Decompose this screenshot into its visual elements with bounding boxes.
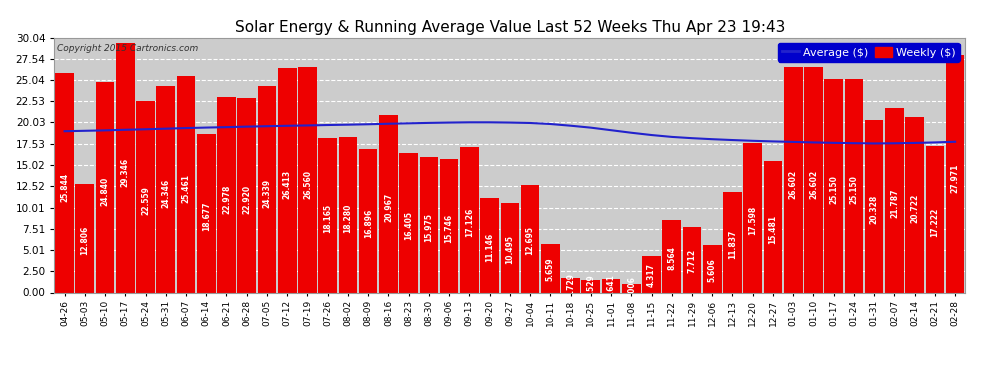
- Text: 10.495: 10.495: [505, 235, 515, 264]
- Text: 15.975: 15.975: [425, 213, 434, 242]
- Bar: [298, 67, 317, 292]
- Bar: [75, 184, 94, 292]
- Text: 24.346: 24.346: [161, 179, 170, 208]
- Text: 20.328: 20.328: [869, 195, 879, 224]
- Text: 7.712: 7.712: [687, 249, 697, 273]
- Text: 18.165: 18.165: [323, 204, 333, 233]
- Text: 22.920: 22.920: [243, 184, 251, 214]
- Bar: [55, 73, 74, 292]
- Bar: [116, 44, 135, 292]
- Text: 27.971: 27.971: [950, 164, 959, 193]
- Text: 5.606: 5.606: [708, 258, 717, 282]
- Text: 15.481: 15.481: [768, 215, 777, 244]
- Text: 26.413: 26.413: [283, 170, 292, 200]
- Bar: [743, 143, 762, 292]
- Bar: [905, 117, 924, 292]
- Text: 22.978: 22.978: [222, 184, 231, 213]
- Text: 12.806: 12.806: [80, 226, 89, 255]
- Bar: [176, 76, 195, 292]
- Text: 24.840: 24.840: [101, 177, 110, 206]
- Legend: Average ($), Weekly ($): Average ($), Weekly ($): [778, 43, 959, 62]
- Text: 26.602: 26.602: [789, 170, 798, 199]
- Text: 29.346: 29.346: [121, 158, 130, 188]
- Text: 1.529: 1.529: [586, 274, 595, 298]
- Text: 1.729: 1.729: [566, 273, 575, 297]
- Text: 4.317: 4.317: [647, 263, 656, 287]
- Text: 26.602: 26.602: [809, 170, 818, 199]
- Text: 26.560: 26.560: [303, 170, 312, 199]
- Text: 18.677: 18.677: [202, 202, 211, 231]
- Bar: [257, 86, 276, 292]
- Bar: [278, 68, 297, 292]
- Bar: [581, 279, 600, 292]
- Bar: [561, 278, 580, 292]
- Text: 20.967: 20.967: [384, 192, 393, 222]
- Text: 1.641: 1.641: [607, 274, 616, 298]
- Text: 15.746: 15.746: [445, 214, 453, 243]
- Bar: [217, 98, 236, 292]
- Text: Copyright 2015 Cartronics.com: Copyright 2015 Cartronics.com: [57, 44, 198, 53]
- Title: Solar Energy & Running Average Value Last 52 Weeks Thu Apr 23 19:43: Solar Energy & Running Average Value Las…: [235, 20, 785, 35]
- Bar: [926, 146, 944, 292]
- Text: 12.695: 12.695: [526, 226, 535, 255]
- Text: 16.896: 16.896: [363, 209, 372, 238]
- Bar: [238, 98, 256, 292]
- Bar: [339, 137, 357, 292]
- Text: 25.461: 25.461: [181, 174, 190, 203]
- Bar: [784, 67, 803, 292]
- Text: 8.564: 8.564: [667, 246, 676, 270]
- Bar: [763, 161, 782, 292]
- Bar: [358, 149, 377, 292]
- Bar: [804, 67, 823, 292]
- Bar: [420, 157, 439, 292]
- Bar: [197, 134, 216, 292]
- Text: 5.659: 5.659: [545, 258, 554, 281]
- Bar: [156, 86, 175, 292]
- Bar: [379, 114, 398, 292]
- Text: 25.150: 25.150: [830, 176, 839, 204]
- Bar: [480, 198, 499, 292]
- Text: 17.222: 17.222: [931, 208, 940, 237]
- Bar: [885, 108, 904, 292]
- Bar: [541, 244, 559, 292]
- Text: 25.150: 25.150: [849, 176, 858, 204]
- Text: 20.722: 20.722: [910, 194, 919, 223]
- Text: 11.146: 11.146: [485, 232, 494, 262]
- Bar: [319, 138, 337, 292]
- Text: 18.280: 18.280: [344, 203, 352, 233]
- Text: 25.844: 25.844: [60, 172, 69, 202]
- Bar: [521, 185, 540, 292]
- Bar: [865, 120, 883, 292]
- Text: 21.787: 21.787: [890, 189, 899, 219]
- Text: 11.837: 11.837: [728, 230, 737, 259]
- Bar: [440, 159, 458, 292]
- Text: 16.405: 16.405: [404, 211, 413, 240]
- Bar: [662, 220, 681, 292]
- Bar: [622, 284, 641, 292]
- Text: 24.339: 24.339: [262, 179, 271, 208]
- Bar: [844, 79, 863, 292]
- Text: 17.126: 17.126: [465, 208, 474, 237]
- Bar: [643, 256, 661, 292]
- Bar: [723, 192, 742, 292]
- Text: 1.006: 1.006: [627, 276, 636, 300]
- Bar: [501, 203, 519, 292]
- Bar: [602, 279, 621, 292]
- Bar: [683, 227, 701, 292]
- Bar: [945, 55, 964, 292]
- Text: 17.598: 17.598: [748, 206, 757, 236]
- Bar: [825, 79, 843, 292]
- Bar: [137, 101, 154, 292]
- Bar: [399, 153, 418, 292]
- Text: 22.559: 22.559: [141, 186, 150, 215]
- Bar: [703, 245, 722, 292]
- Bar: [460, 147, 479, 292]
- Bar: [96, 82, 115, 292]
